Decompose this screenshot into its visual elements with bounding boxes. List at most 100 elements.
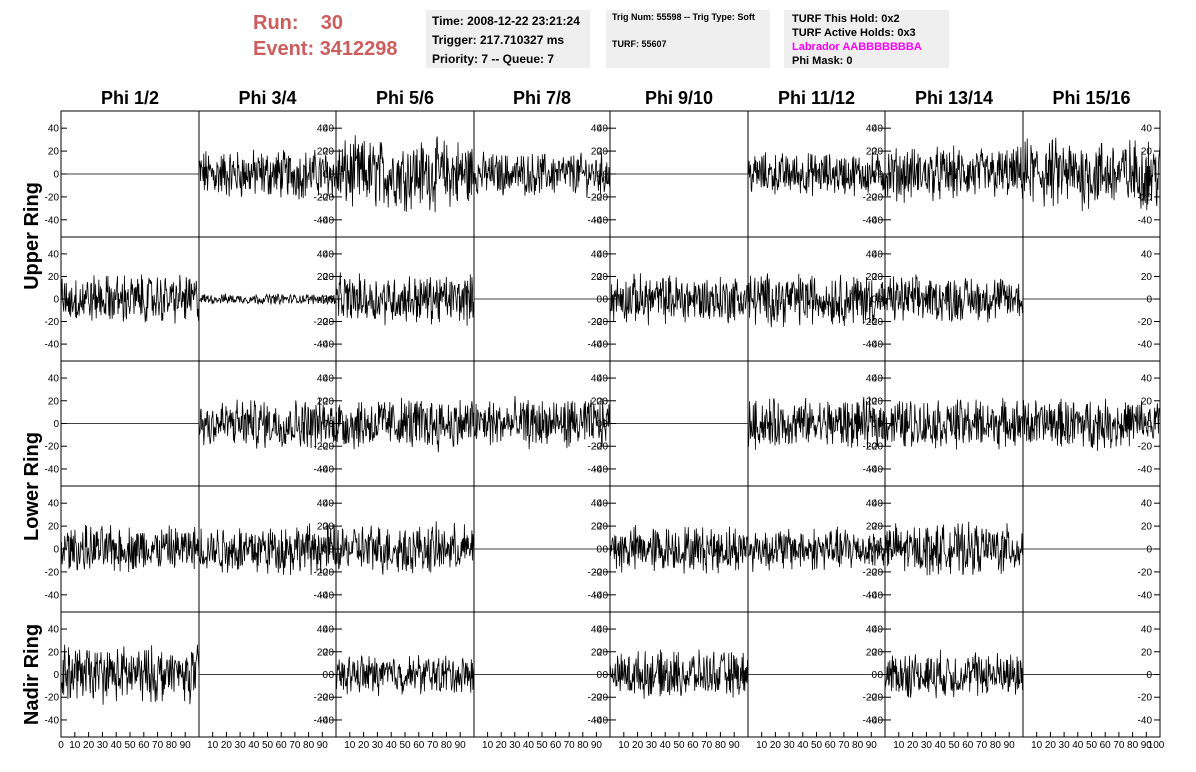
- y-tick-label: 20: [317, 522, 329, 533]
- y-tick-label: -40: [863, 590, 878, 601]
- waveform-line: [335, 272, 475, 326]
- y-tick-label: 40: [317, 374, 329, 385]
- x-tick-label: 80: [441, 740, 453, 751]
- y-tick-label: 40: [591, 499, 603, 510]
- y-tick-label: 40: [872, 124, 884, 135]
- y-tick-label: 40: [48, 625, 60, 636]
- y-tick-label: 40: [866, 374, 878, 385]
- y-tick-label: 40: [1141, 374, 1153, 385]
- y-tick-label: -20: [320, 442, 335, 453]
- y-tick-label: -40: [1138, 590, 1153, 601]
- waveform-line: [1022, 137, 1161, 212]
- y-tick-label: 0: [328, 670, 334, 681]
- y-tick-label: 0: [328, 295, 334, 306]
- x-tick-label: 20: [221, 740, 233, 751]
- y-tick-label: 20: [591, 647, 603, 658]
- y-tick-label: -20: [869, 693, 884, 704]
- y-tick-label: -20: [314, 192, 329, 203]
- y-tick-label: 40: [866, 124, 878, 135]
- time-info-box: Time: 2008-12-22 23:21:24 Trigger: 217.7…: [426, 10, 590, 68]
- y-tick-label: -40: [863, 215, 878, 226]
- x-tick-label: 50: [811, 740, 823, 751]
- x-tick-label: 20: [358, 740, 370, 751]
- x-tick-label: 30: [921, 740, 933, 751]
- y-tick-label: -40: [588, 215, 603, 226]
- y-tick-label: -40: [1138, 215, 1153, 226]
- y-tick-label: 0: [877, 545, 883, 556]
- y-tick-label: -20: [320, 317, 335, 328]
- x-tick-label: 50: [399, 740, 411, 751]
- column-title: Phi 15/16: [1052, 88, 1130, 108]
- y-tick-label: -20: [869, 317, 884, 328]
- waveform-line: [747, 396, 886, 450]
- y-tick-label: 0: [53, 545, 59, 556]
- run-value: 30: [320, 12, 344, 34]
- x-tick-label: 30: [372, 740, 384, 751]
- y-tick-label: -20: [594, 192, 609, 203]
- x-tick-label: 20: [496, 740, 508, 751]
- y-tick-label: 40: [323, 374, 335, 385]
- waveform-line: [60, 644, 200, 705]
- x-tick-label: 10: [482, 740, 494, 751]
- y-tick-label: 0: [1146, 295, 1152, 306]
- turf-info-box: TURF This Hold: 0x2 TURF Active Holds: 0…: [784, 10, 949, 68]
- y-tick-label: 40: [323, 625, 335, 636]
- x-tick-label: 90: [180, 740, 192, 751]
- y-tick-label: 20: [323, 522, 335, 533]
- y-tick-label: 40: [872, 374, 884, 385]
- waveform-line: [884, 649, 1024, 699]
- y-tick-label: -20: [320, 567, 335, 578]
- x-tick-label: 50: [948, 740, 960, 751]
- y-tick-label: 40: [597, 499, 609, 510]
- y-tick-label: 0: [328, 170, 334, 181]
- turf-text: TURF: 55607: [612, 39, 667, 49]
- y-tick-label: 20: [597, 522, 609, 533]
- x-tick-label: 90: [455, 740, 467, 751]
- y-tick-label: 40: [872, 625, 884, 636]
- x-tick-label: 20: [632, 740, 644, 751]
- y-tick-label: -20: [869, 567, 884, 578]
- x-tick-label: 10: [69, 740, 81, 751]
- y-tick-label: 20: [1141, 647, 1153, 658]
- y-tick-label: -20: [45, 317, 60, 328]
- column-title: Phi 7/8: [513, 88, 571, 108]
- waveform-line: [609, 649, 749, 699]
- y-tick-label: -20: [588, 442, 603, 453]
- y-tick-label: 40: [597, 249, 609, 260]
- x-tick-label: 90: [729, 740, 741, 751]
- x-tick-label: 40: [1072, 740, 1084, 751]
- y-tick-label: -40: [869, 590, 884, 601]
- y-tick-label: 0: [871, 295, 877, 306]
- y-tick-label: 40: [591, 374, 603, 385]
- y-tick-label: 20: [323, 647, 335, 658]
- y-tick-label: 0: [53, 170, 59, 181]
- x-tick-label: 10: [618, 740, 630, 751]
- y-tick-label: 40: [48, 499, 60, 510]
- y-tick-label: 40: [1141, 625, 1153, 636]
- y-tick-label: -20: [314, 317, 329, 328]
- x-tick-label: 20: [1045, 740, 1057, 751]
- x-tick-label: 30: [97, 740, 109, 751]
- y-tick-label: 40: [872, 249, 884, 260]
- x-tick-label: 60: [550, 740, 562, 751]
- y-tick-label: 0: [602, 295, 608, 306]
- waveform-line: [884, 145, 1024, 203]
- y-tick-label: -40: [45, 215, 60, 226]
- y-tick-label: 0: [53, 295, 59, 306]
- waveform-line: [335, 655, 475, 697]
- y-tick-label: 0: [322, 670, 328, 681]
- x-tick-label: 70: [1113, 740, 1125, 751]
- phi-mask-text: Phi Mask: 0: [792, 55, 853, 67]
- x-tick-label: 40: [111, 740, 123, 751]
- y-tick-label: -20: [1138, 567, 1153, 578]
- turf-active-text: TURF Active Holds: 0x3: [792, 27, 916, 39]
- y-tick-label: -40: [863, 715, 878, 726]
- y-tick-label: 0: [328, 419, 334, 430]
- x-tick-label: 40: [660, 740, 672, 751]
- x-tick-label: 70: [976, 740, 988, 751]
- column-title: Phi 1/2: [101, 88, 159, 108]
- y-tick-label: -40: [320, 215, 335, 226]
- y-tick-label: 40: [48, 124, 60, 135]
- x-tick-label: 90: [1004, 740, 1016, 751]
- y-tick-label: 40: [866, 625, 878, 636]
